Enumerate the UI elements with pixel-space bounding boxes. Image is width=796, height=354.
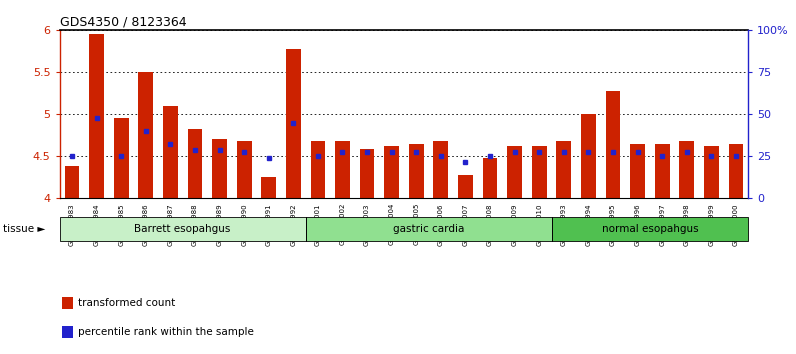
Bar [679, 141, 694, 198]
Bar [335, 141, 350, 198]
Bar [261, 177, 276, 198]
Bar [188, 129, 202, 198]
FancyBboxPatch shape [306, 217, 552, 241]
Bar [236, 141, 252, 198]
Bar [310, 141, 326, 198]
Bar [62, 297, 72, 309]
Bar [458, 175, 473, 198]
Text: tissue ►: tissue ► [3, 224, 45, 234]
Bar [286, 50, 301, 198]
Bar [114, 118, 128, 198]
Text: transformed count: transformed count [78, 298, 175, 308]
Bar [89, 34, 104, 198]
FancyBboxPatch shape [60, 217, 306, 241]
Bar [62, 326, 72, 338]
Bar [728, 144, 743, 198]
Bar [139, 72, 153, 198]
Bar [655, 144, 669, 198]
Bar [556, 141, 572, 198]
Bar [532, 146, 547, 198]
Bar [360, 149, 374, 198]
Bar [704, 146, 719, 198]
Bar [64, 166, 80, 198]
Bar [630, 144, 645, 198]
Bar [434, 141, 448, 198]
Bar [482, 158, 498, 198]
Bar [163, 106, 178, 198]
Text: Barrett esopahgus: Barrett esopahgus [135, 224, 231, 234]
Bar [384, 146, 399, 198]
Bar [606, 91, 620, 198]
Text: normal esopahgus: normal esopahgus [602, 224, 698, 234]
Text: GDS4350 / 8123364: GDS4350 / 8123364 [60, 16, 186, 29]
FancyBboxPatch shape [552, 217, 748, 241]
Bar [507, 146, 522, 198]
Bar [409, 144, 423, 198]
Text: percentile rank within the sample: percentile rank within the sample [78, 327, 254, 337]
Text: gastric cardia: gastric cardia [393, 224, 464, 234]
Bar [581, 114, 595, 198]
Bar [213, 139, 227, 198]
